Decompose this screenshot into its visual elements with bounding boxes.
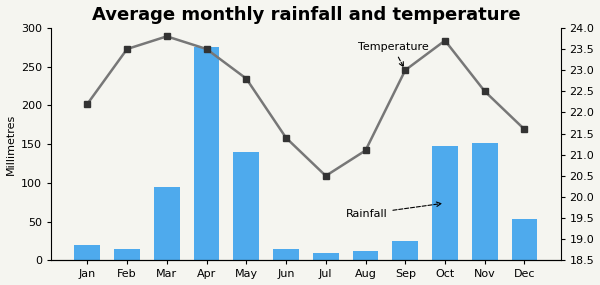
Y-axis label: Millimetres: Millimetres	[5, 113, 16, 175]
Bar	[74, 245, 100, 260]
Bar	[114, 249, 140, 260]
Bar	[432, 146, 458, 260]
Text: Temperature: Temperature	[358, 42, 428, 67]
Bar	[512, 219, 538, 260]
Bar	[154, 187, 180, 260]
Bar	[273, 249, 299, 260]
Bar	[313, 253, 338, 260]
Bar	[194, 47, 220, 260]
Bar	[353, 251, 379, 260]
Title: Average monthly rainfall and temperature: Average monthly rainfall and temperature	[92, 5, 520, 24]
Bar	[392, 241, 418, 260]
Bar	[233, 152, 259, 260]
Bar	[472, 142, 497, 260]
Text: Rainfall: Rainfall	[346, 202, 441, 219]
